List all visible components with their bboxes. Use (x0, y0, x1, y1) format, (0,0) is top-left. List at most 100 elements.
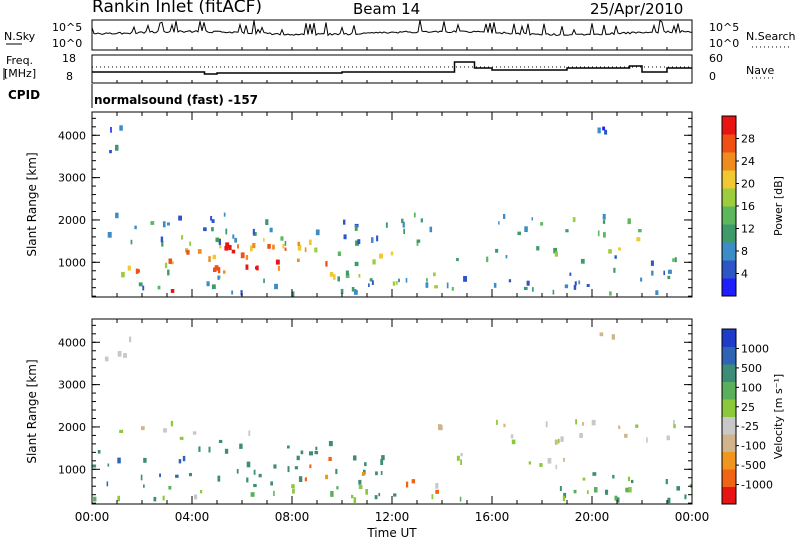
velocity-cell (667, 497, 671, 504)
power-cell (337, 276, 340, 282)
power-cell (245, 264, 249, 270)
velocity-colorbar-tick-label: 1000 (741, 342, 769, 355)
power-colorbar-swatch (722, 206, 736, 225)
velocity-cell (456, 455, 460, 461)
power-cell (107, 232, 112, 238)
power-cell (280, 236, 284, 241)
velocity-cell (665, 479, 668, 485)
power-cell (329, 272, 334, 277)
velocity-colorbar-tick-label: -100 (741, 440, 766, 453)
power-cell (211, 227, 214, 232)
ytick-label: 3000 (58, 172, 86, 185)
velocity-cell (253, 469, 256, 475)
power-cell (291, 291, 295, 297)
power-cell (434, 285, 438, 289)
power-cell (368, 283, 370, 287)
power-colorbar-tick-label: 20 (741, 178, 755, 191)
velocity-cell (555, 464, 558, 470)
power-cell (138, 282, 143, 287)
power-cell (211, 219, 215, 223)
velocity-cell (579, 433, 583, 438)
velocity-cell (351, 494, 354, 499)
power-cell (532, 287, 534, 292)
velocity-cell (375, 471, 378, 476)
power-colorbar-swatch (722, 170, 736, 189)
power-cell (498, 221, 500, 225)
velocity-cell (405, 481, 409, 488)
velocity-cell (314, 451, 319, 455)
velocity-colorbar-swatch (722, 451, 736, 470)
velocity-cell (435, 489, 439, 494)
velocity-cell (539, 463, 543, 467)
velocity-cell (287, 445, 290, 449)
power-cell (357, 239, 361, 244)
power-cell (212, 254, 217, 260)
velocity-cell (378, 492, 381, 497)
power-cell (345, 273, 350, 278)
power-cell (569, 272, 572, 276)
power-colorbar-tick-label: 12 (741, 223, 755, 236)
velocity-cell (624, 433, 628, 438)
power-cell (217, 275, 220, 280)
power-cell (355, 240, 360, 246)
power-cell (274, 283, 278, 290)
velocity-cell (563, 457, 565, 462)
velocity-colorbar-swatch (722, 486, 736, 505)
power-cell (379, 253, 383, 259)
power-cell (433, 272, 436, 277)
velocity-cell (411, 479, 416, 484)
power-cell (603, 232, 606, 238)
velocity-cell (336, 486, 339, 490)
power-cell (297, 258, 300, 262)
velocity-cell (528, 461, 532, 465)
velocity-cell (353, 455, 357, 461)
velocity-colorbar-frame (721, 328, 737, 505)
ytick-label: 1000 (58, 463, 86, 476)
power-cell (325, 261, 328, 267)
power-cell (138, 269, 140, 273)
velocity-cell (365, 489, 368, 495)
velocity-cell (673, 423, 676, 429)
power-cell (210, 216, 213, 221)
status-panels (3, 19, 790, 108)
power-colorbar-swatch (722, 134, 736, 153)
power-cell (277, 265, 280, 271)
ytick-label: 4000 (58, 129, 86, 142)
power-cell (650, 260, 654, 266)
power-cell (211, 284, 216, 290)
velocity-colorbar-label: Velocity [m s⁻¹] (772, 374, 785, 459)
velocity-cell (325, 474, 329, 480)
velocity-cell (92, 464, 97, 468)
nsky-trace (91, 19, 693, 37)
power-cell (267, 244, 271, 249)
power-cell (217, 267, 221, 274)
velocity-cell (582, 477, 586, 481)
power-cell (232, 234, 235, 239)
power-cell (580, 258, 585, 264)
xtick-label: 20:00 (575, 510, 610, 524)
power-colorbar-label: Power [dB] (772, 176, 785, 236)
power-cell (425, 282, 429, 288)
power-cell (272, 244, 275, 250)
xtick-label: 08:00 (275, 510, 310, 524)
power-cell (178, 215, 182, 221)
power-cell (250, 245, 253, 252)
nave-tick-high: 60 (709, 52, 723, 65)
power-cell (228, 245, 232, 251)
velocity-cell (300, 450, 304, 455)
velocity-cell (563, 492, 567, 498)
velocity-cell (309, 464, 312, 469)
freq-tick-low: 8 (66, 70, 73, 83)
velocity-cell (143, 457, 147, 463)
power-cell (540, 222, 544, 226)
velocity-cell (358, 479, 362, 485)
velocity-cell (296, 455, 300, 461)
velocity-colorbar-swatch (722, 381, 736, 400)
x-axis-label: Time UT (366, 526, 417, 540)
power-cell (602, 213, 606, 220)
power-cell (597, 127, 601, 134)
velocity-cell (358, 484, 363, 489)
velocity-cell (236, 469, 239, 474)
velocity-cell (250, 492, 255, 497)
